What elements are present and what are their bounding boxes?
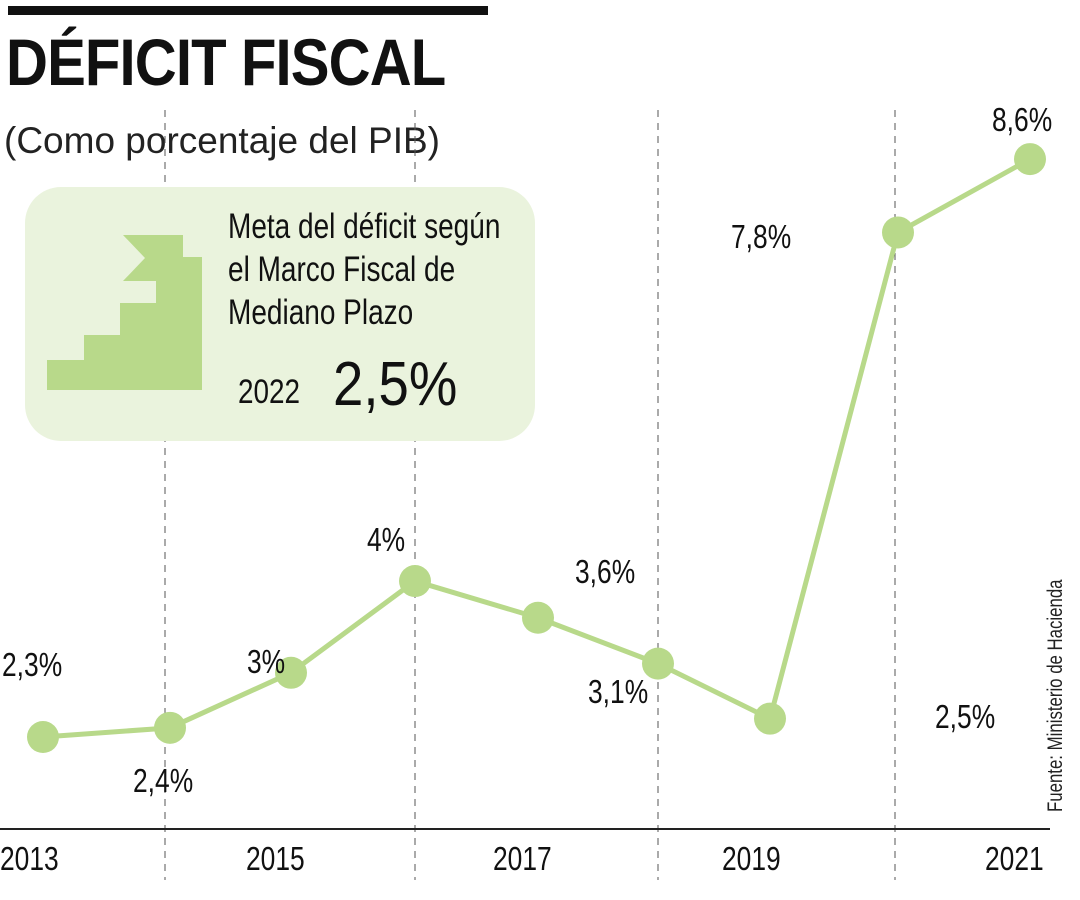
data-label: 3,6% — [575, 553, 636, 590]
title-rule — [8, 6, 488, 15]
chart-title: DÉFICIT FISCAL — [6, 25, 446, 99]
x-tick-label: 2013 — [0, 840, 59, 877]
data-point — [882, 216, 914, 249]
x-tick-label: 2019 — [722, 840, 781, 877]
x-tick-label: 2015 — [246, 840, 305, 877]
goal-description: Meta del déficit según el Marco Fiscal d… — [228, 205, 500, 334]
data-point — [522, 601, 554, 634]
data-point — [399, 565, 431, 598]
goal-box: Meta del déficit según el Marco Fiscal d… — [25, 187, 535, 441]
goal-value: 2,5% — [333, 350, 458, 419]
stairs-flag-icon — [47, 235, 202, 390]
goal-year: 2022 — [238, 373, 301, 411]
data-point — [1014, 143, 1046, 176]
data-label: 3,1% — [588, 673, 649, 710]
data-label: 2,5% — [935, 698, 996, 735]
data-point — [154, 711, 186, 744]
chart-subtitle: (Como porcentaje del PIB) — [4, 120, 440, 161]
data-point — [754, 702, 786, 735]
data-label: 2,3% — [2, 646, 63, 683]
data-label: 3% — [247, 643, 286, 680]
goal-line: Meta del déficit según — [228, 207, 501, 246]
data-label: 7,8% — [731, 218, 792, 255]
data-label: 4% — [367, 521, 406, 558]
data-label: 2,4% — [133, 762, 194, 799]
goal-line: Mediano Plazo — [228, 293, 414, 332]
x-tick-label: 2021 — [985, 840, 1044, 877]
x-tick-label: 2017 — [493, 840, 552, 877]
data-point — [27, 721, 59, 754]
data-point — [642, 647, 674, 680]
source-note: Fuente: Ministerio de Hacienda — [1044, 579, 1067, 812]
goal-line: el Marco Fiscal de — [228, 250, 456, 289]
data-point — [275, 656, 307, 689]
data-label: 8,6% — [992, 101, 1053, 138]
